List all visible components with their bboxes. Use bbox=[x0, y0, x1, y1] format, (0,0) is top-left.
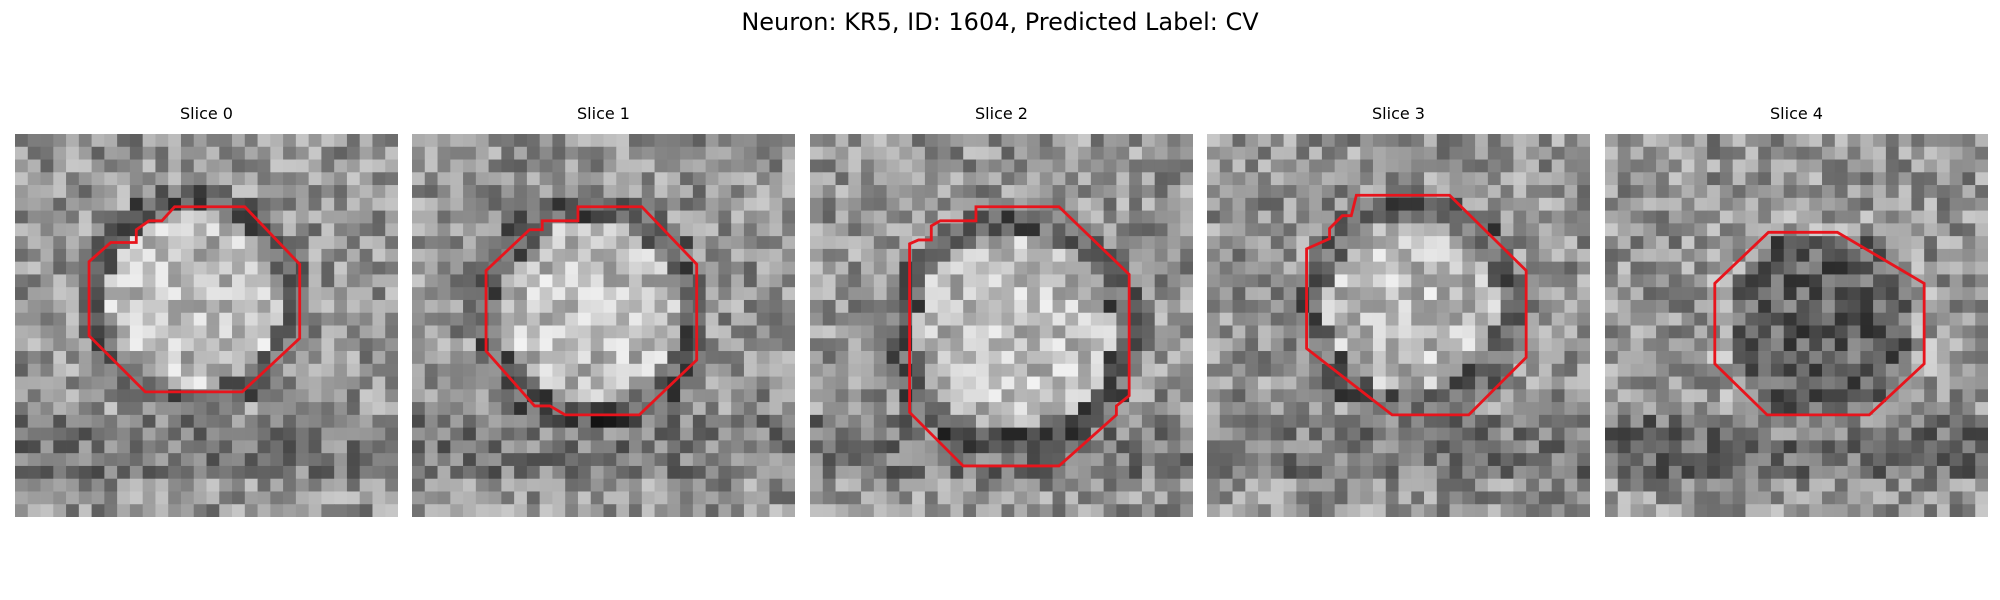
contour-4 bbox=[1713, 230, 1926, 417]
slice-title-1: Slice 1 bbox=[577, 104, 630, 123]
slice-image-2 bbox=[810, 134, 1193, 517]
slice-title-4: Slice 4 bbox=[1770, 104, 1823, 123]
slice-title-3: Slice 3 bbox=[1372, 104, 1425, 123]
contour-3 bbox=[1305, 193, 1528, 417]
slice-image-4 bbox=[1605, 134, 1988, 517]
slice-title-0: Slice 0 bbox=[180, 104, 233, 123]
contour-2 bbox=[908, 205, 1131, 468]
figure-title: Neuron: KR5, ID: 1604, Predicted Label: … bbox=[741, 8, 1259, 36]
contour-0 bbox=[87, 205, 302, 394]
slice-image-0 bbox=[15, 134, 398, 517]
slice-image-3 bbox=[1207, 134, 1590, 517]
slice-title-2: Slice 2 bbox=[975, 104, 1028, 123]
contour-1 bbox=[484, 205, 699, 417]
slice-image-1 bbox=[412, 134, 795, 517]
